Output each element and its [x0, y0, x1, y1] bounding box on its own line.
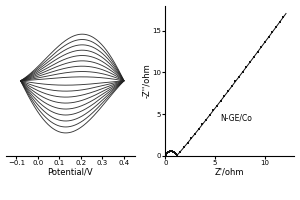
Y-axis label: -Z''/ohm: -Z''/ohm	[142, 63, 151, 98]
X-axis label: Z'/ohm: Z'/ohm	[215, 168, 244, 177]
X-axis label: Potential/V: Potential/V	[47, 168, 93, 177]
Text: N-GE/Co: N-GE/Co	[220, 114, 252, 123]
